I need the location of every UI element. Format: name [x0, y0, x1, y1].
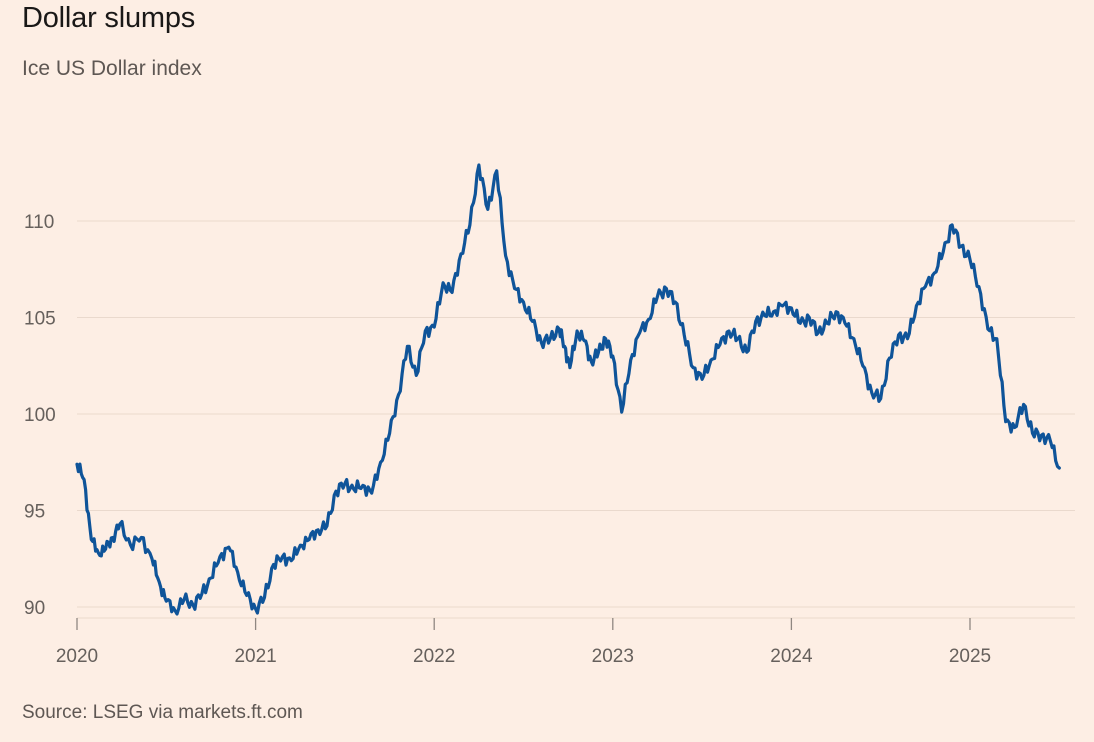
x-tick-label: 2024	[770, 646, 813, 667]
x-tick-label: 2021	[234, 646, 276, 667]
x-tick-label: 2025	[949, 646, 991, 667]
x-tick-label: 2023	[592, 646, 634, 667]
series-line-dollar-index	[75, 163, 1061, 616]
source-note: Source: LSEG via markets.ft.com	[22, 702, 303, 723]
y-tick-label: 90	[24, 598, 45, 619]
y-axis-labels: 90 95 100 105 110	[24, 212, 56, 619]
x-tick-label: 2022	[413, 646, 455, 667]
y-tick-label: 110	[24, 212, 54, 233]
x-tick-label: 2020	[56, 646, 98, 667]
x-axis: 2020 2021 2022 2023 2024 2025	[56, 617, 1075, 667]
y-tick-label: 100	[24, 405, 56, 426]
y-tick-label: 95	[24, 502, 45, 523]
grid-layer	[77, 220, 1075, 608]
chart-subtitle: Ice US Dollar index	[22, 57, 202, 80]
chart-title: Dollar slumps	[22, 2, 196, 34]
y-tick-label: 105	[24, 309, 56, 330]
